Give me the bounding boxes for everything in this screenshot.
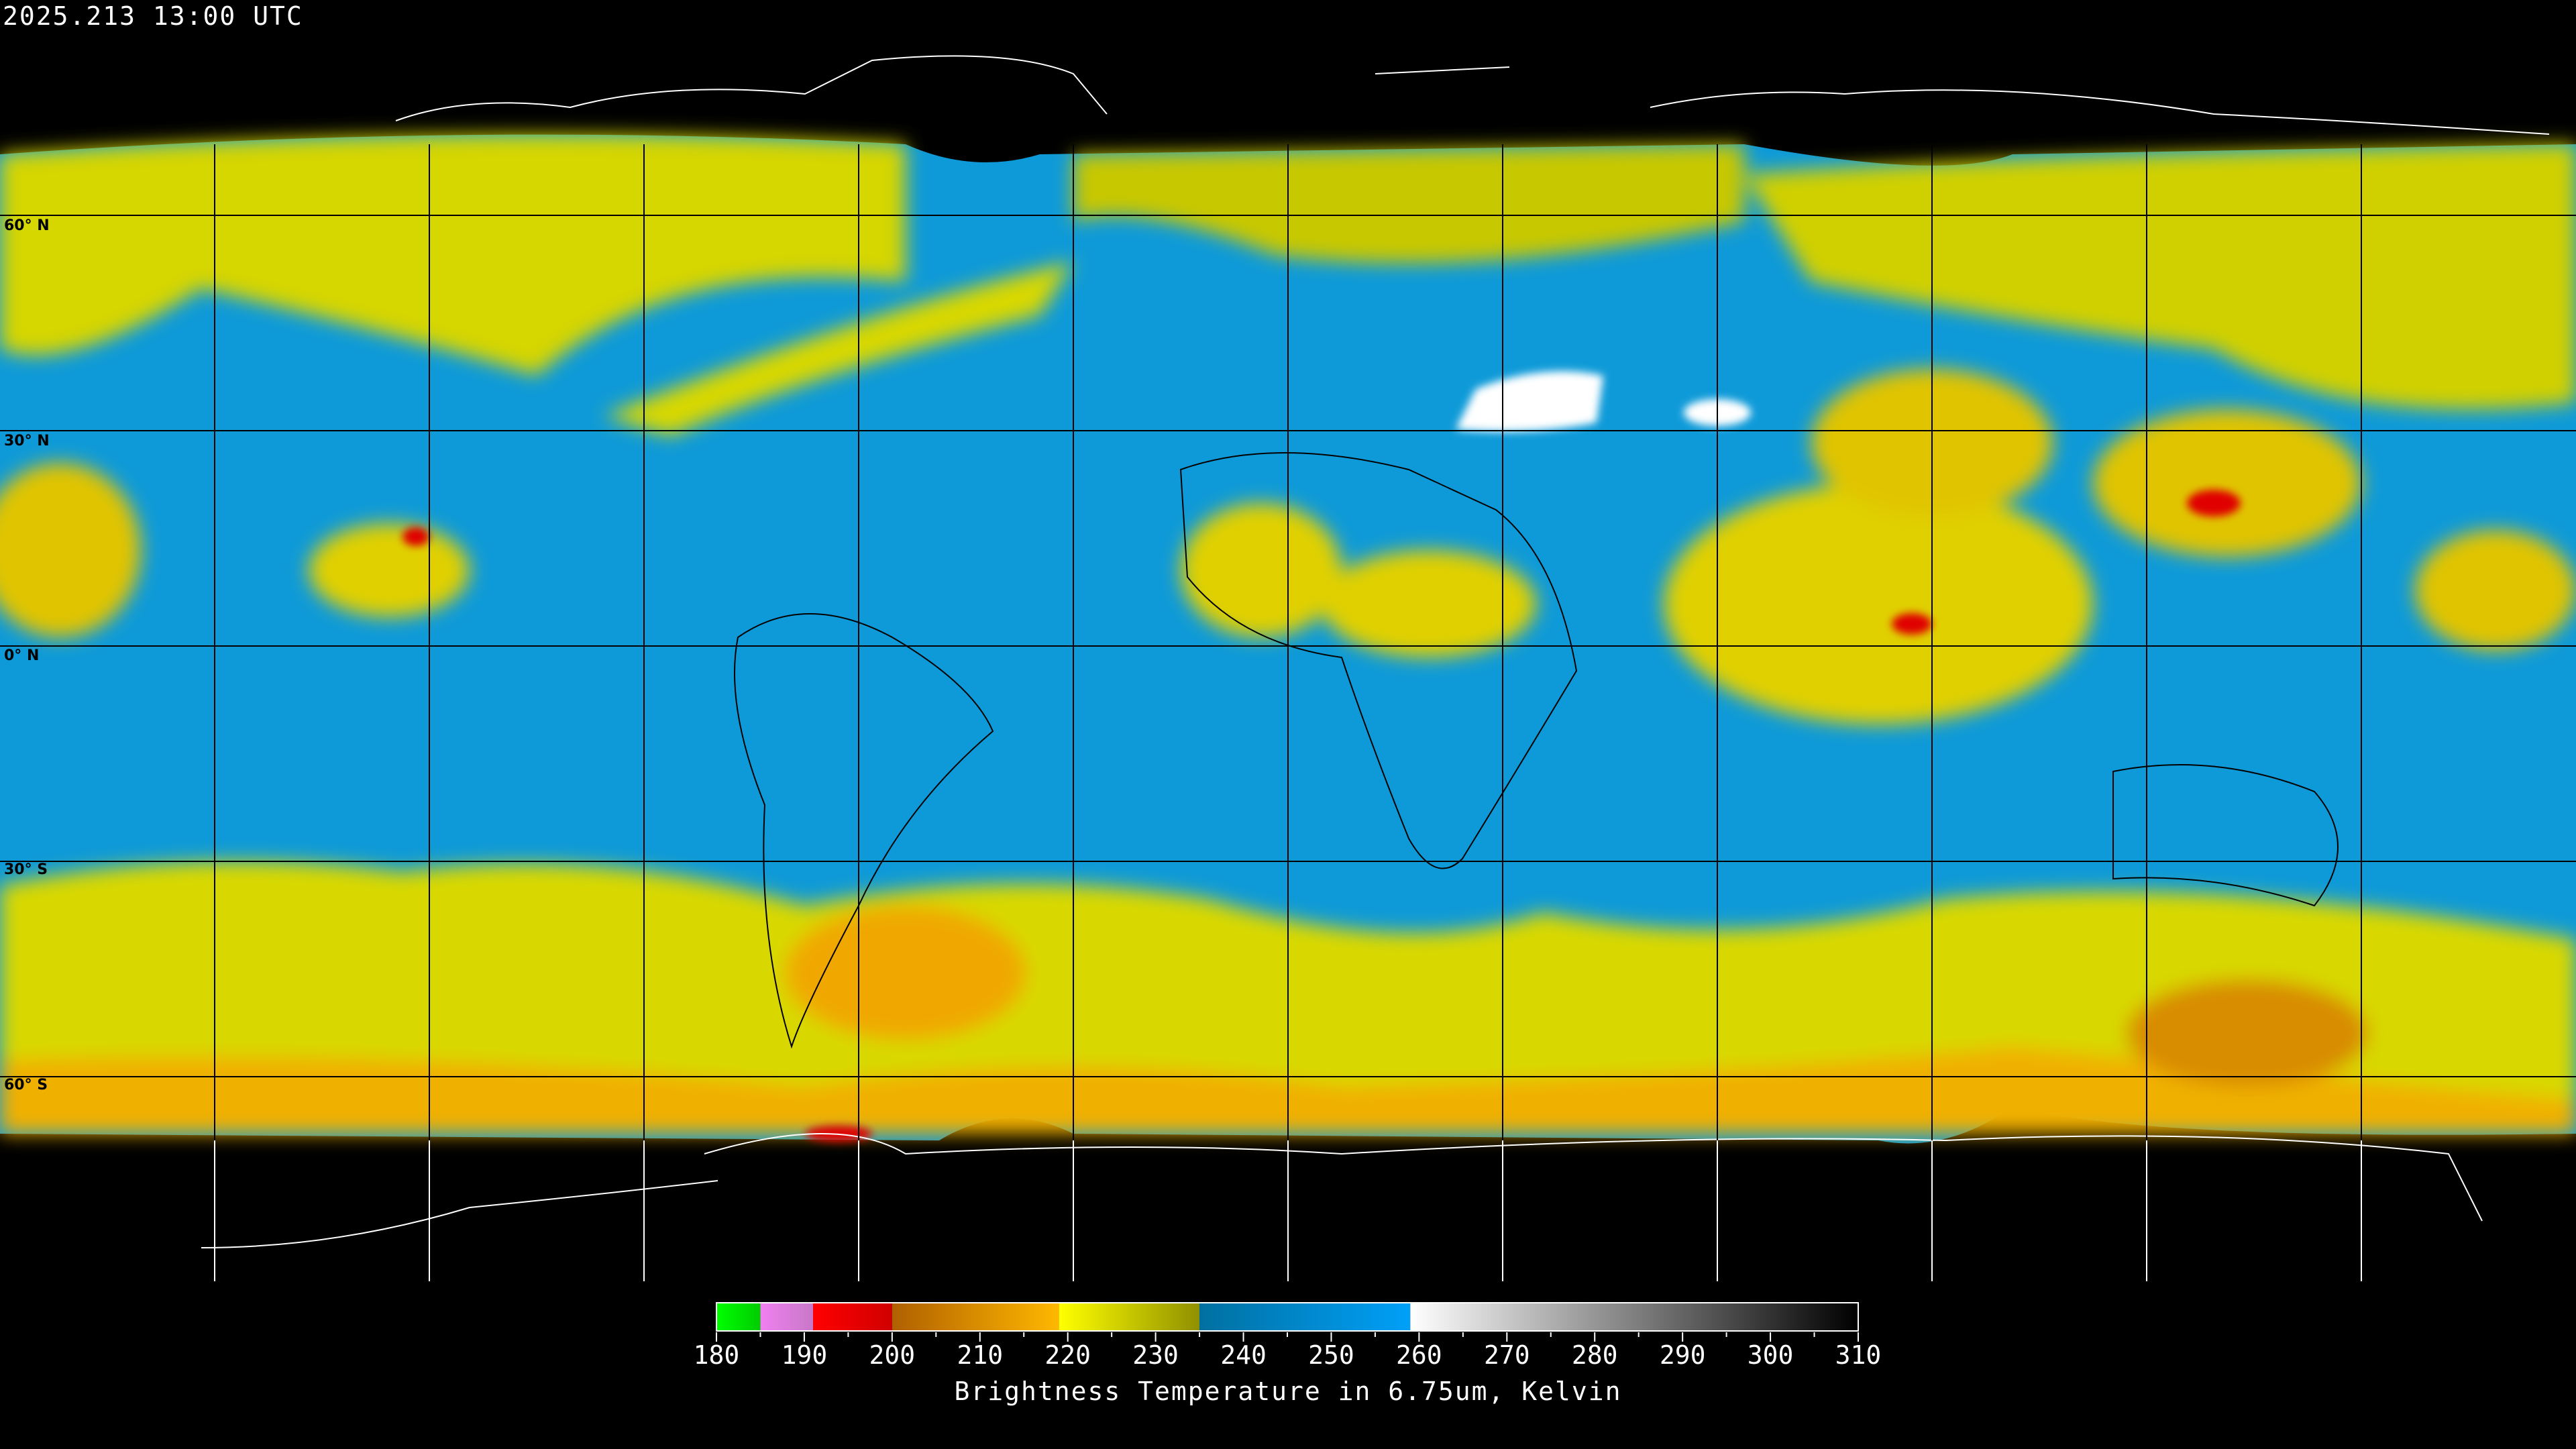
colorbar-segment xyxy=(1059,1303,1200,1330)
colorbar-tick-label: 290 xyxy=(1659,1340,1706,1370)
timestamp: 2025.213 13:00 UTC xyxy=(3,1,303,31)
lat-label-60n: 60° N xyxy=(4,217,50,234)
colorbar-tick-label: 230 xyxy=(1132,1340,1179,1370)
lat-label-60s: 60° S xyxy=(4,1077,48,1093)
colorbar-segment xyxy=(716,1303,761,1330)
colorbar-segment xyxy=(892,1303,1059,1330)
colorbar-tick-label: 240 xyxy=(1220,1340,1267,1370)
colorbar-segment xyxy=(1410,1303,1858,1330)
colorbar-tick-label: 200 xyxy=(869,1340,916,1370)
colorbar-tick-label: 270 xyxy=(1483,1340,1530,1370)
colorbar-segment xyxy=(1199,1303,1411,1330)
colorbar-tick-label: 250 xyxy=(1308,1340,1354,1370)
colorbar-tick-label: 280 xyxy=(1571,1340,1618,1370)
colorbar-segment xyxy=(813,1303,892,1330)
water-vapor-map xyxy=(0,55,2576,1281)
colorbar-tick-label: 220 xyxy=(1044,1340,1091,1370)
lat-label-30s: 30° S xyxy=(4,861,48,878)
colorbar-tick-label: 310 xyxy=(1835,1340,1882,1370)
colorbar-tick-label: 180 xyxy=(693,1340,740,1370)
colorbar-tick-label: 300 xyxy=(1747,1340,1794,1370)
colorbar-tick-label: 190 xyxy=(781,1340,828,1370)
colorbar-tick-label: 210 xyxy=(957,1340,1004,1370)
colorbar-segment xyxy=(760,1303,814,1330)
colorbar-tick-label: 260 xyxy=(1396,1340,1442,1370)
graticule xyxy=(0,144,2576,1281)
colorbar-frame xyxy=(716,1302,1859,1332)
lat-label-0n: 0° N xyxy=(4,647,40,664)
lat-label-30n: 30° N xyxy=(4,433,50,449)
colorbar-title: Brightness Temperature in 6.75um, Kelvin xyxy=(954,1377,1622,1406)
